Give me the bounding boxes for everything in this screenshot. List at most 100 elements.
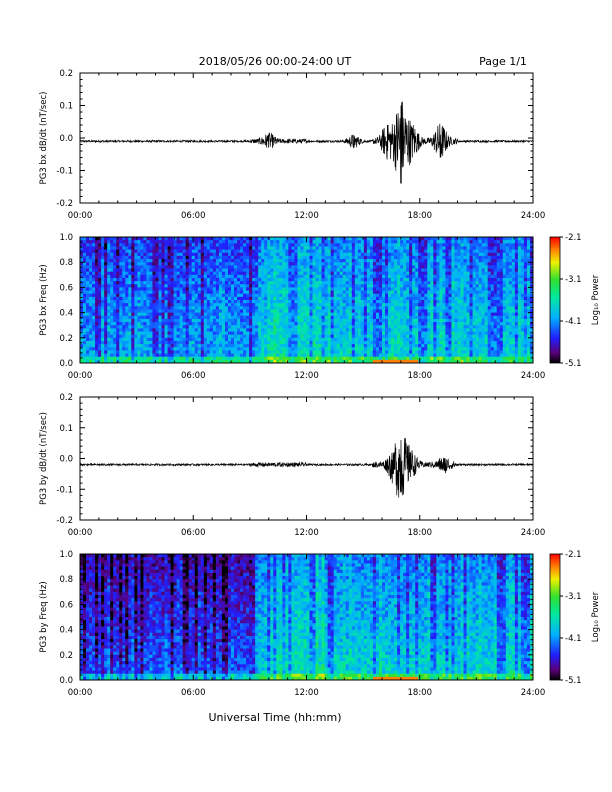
heatmap-cell — [442, 322, 446, 326]
heatmap-cell — [107, 340, 111, 345]
heatmap-cell — [333, 337, 338, 342]
heatmap-cell — [209, 296, 214, 301]
heatmap-cell — [264, 306, 268, 310]
heatmap-cell — [212, 325, 217, 329]
heatmap-cell — [234, 240, 238, 244]
heatmap-cell — [394, 328, 398, 332]
heatmap-cell — [176, 252, 181, 257]
heatmap-cell — [113, 290, 117, 295]
heatmap-cell — [125, 237, 129, 241]
heatmap-cell — [86, 331, 90, 336]
heatmap-cell — [116, 356, 120, 361]
heatmap-cell — [375, 353, 380, 358]
heatmap-cell — [218, 252, 223, 257]
heatmap-cell — [427, 331, 431, 336]
heatmap-cell — [246, 309, 250, 313]
heatmap-cell — [306, 284, 310, 288]
heatmap-cell — [227, 274, 232, 279]
heatmap-cell — [318, 300, 322, 304]
heatmap-cell — [297, 353, 301, 358]
heatmap-cell — [309, 287, 313, 291]
heatmap-cell — [327, 300, 332, 304]
heatmap-cell — [436, 281, 440, 285]
heatmap-cell — [360, 328, 365, 332]
heatmap-cell — [388, 237, 392, 241]
heatmap-cell — [158, 290, 162, 295]
heatmap-cell — [339, 252, 344, 257]
heatmap-cell — [215, 331, 220, 336]
heatmap-cell — [161, 252, 165, 257]
heatmap-cell — [354, 347, 359, 351]
heatmap-cell — [433, 328, 437, 332]
heatmap-cell — [366, 271, 371, 276]
heatmap-cell — [101, 300, 105, 304]
heatmap-cell — [309, 277, 313, 282]
heatmap-cell — [330, 359, 335, 364]
heatmap-cell — [342, 353, 347, 358]
heatmap-cell — [439, 284, 443, 288]
heatmap-cell — [303, 262, 307, 266]
heatmap-cell — [212, 347, 217, 351]
heatmap-cell — [258, 303, 262, 307]
heatmap-cell — [218, 240, 223, 244]
heatmap-cell — [128, 284, 132, 288]
heatmap-cell — [412, 356, 416, 361]
heatmap-cell — [98, 303, 102, 307]
heatmap-cell — [231, 334, 235, 339]
heatmap-cell — [270, 340, 274, 345]
heatmap-cell — [227, 265, 232, 269]
heatmap-cell — [369, 246, 374, 250]
heatmap-cell — [113, 337, 117, 342]
heatmap-cell — [197, 334, 202, 339]
heatmap-cell — [170, 337, 175, 342]
heatmap-cell — [348, 287, 353, 291]
heatmap-cell — [397, 353, 401, 358]
heatmap-cell — [439, 271, 443, 276]
heatmap-cell — [427, 318, 431, 323]
heatmap-cell — [366, 240, 371, 244]
heatmap-cell — [215, 281, 220, 285]
heatmap-cell — [155, 344, 159, 348]
heatmap-cell — [409, 312, 413, 317]
heatmap-cell — [339, 271, 344, 276]
heatmap-cell — [83, 268, 87, 273]
heatmap-cell — [173, 347, 178, 351]
heatmap-cell — [318, 309, 322, 313]
heatmap-cell — [209, 293, 214, 298]
heatmap-cell — [98, 325, 102, 329]
heatmap-cell — [86, 255, 90, 260]
heatmap-cell — [86, 237, 90, 241]
heatmap-cell — [80, 309, 84, 313]
heatmap-cell — [240, 303, 244, 307]
heatmap-cell — [427, 344, 431, 348]
heatmap-cell — [191, 344, 196, 348]
heatmap-cell — [182, 344, 187, 348]
heatmap-cell — [224, 306, 229, 310]
heatmap-cell — [270, 246, 274, 250]
heatmap-cell — [185, 281, 190, 285]
heatmap-cell — [315, 350, 319, 354]
heatmap-cell — [170, 325, 175, 329]
heatmap-cell — [267, 347, 271, 351]
heatmap-cell — [382, 243, 386, 247]
heatmap-cell — [412, 312, 416, 317]
heatmap-cell — [342, 309, 347, 313]
heatmap-cell — [221, 277, 226, 282]
heatmap-cell — [161, 296, 165, 301]
heatmap-cell — [110, 284, 114, 288]
heatmap-cell — [149, 277, 153, 282]
heatmap-cell — [110, 237, 114, 241]
heatmap-cell — [107, 315, 111, 320]
heatmap-cell — [224, 265, 229, 269]
heatmap-cell — [113, 350, 117, 354]
heatmap-cell — [418, 246, 422, 250]
heatmap-cell — [107, 322, 111, 326]
heatmap-cell — [243, 287, 247, 291]
heatmap-cell — [197, 255, 202, 260]
heatmap-cell — [170, 312, 175, 317]
heatmap-cell — [403, 353, 407, 358]
heatmap-cell — [267, 353, 271, 358]
heatmap-cell — [119, 347, 123, 351]
heatmap-cell — [116, 315, 120, 320]
heatmap-cell — [240, 353, 244, 358]
